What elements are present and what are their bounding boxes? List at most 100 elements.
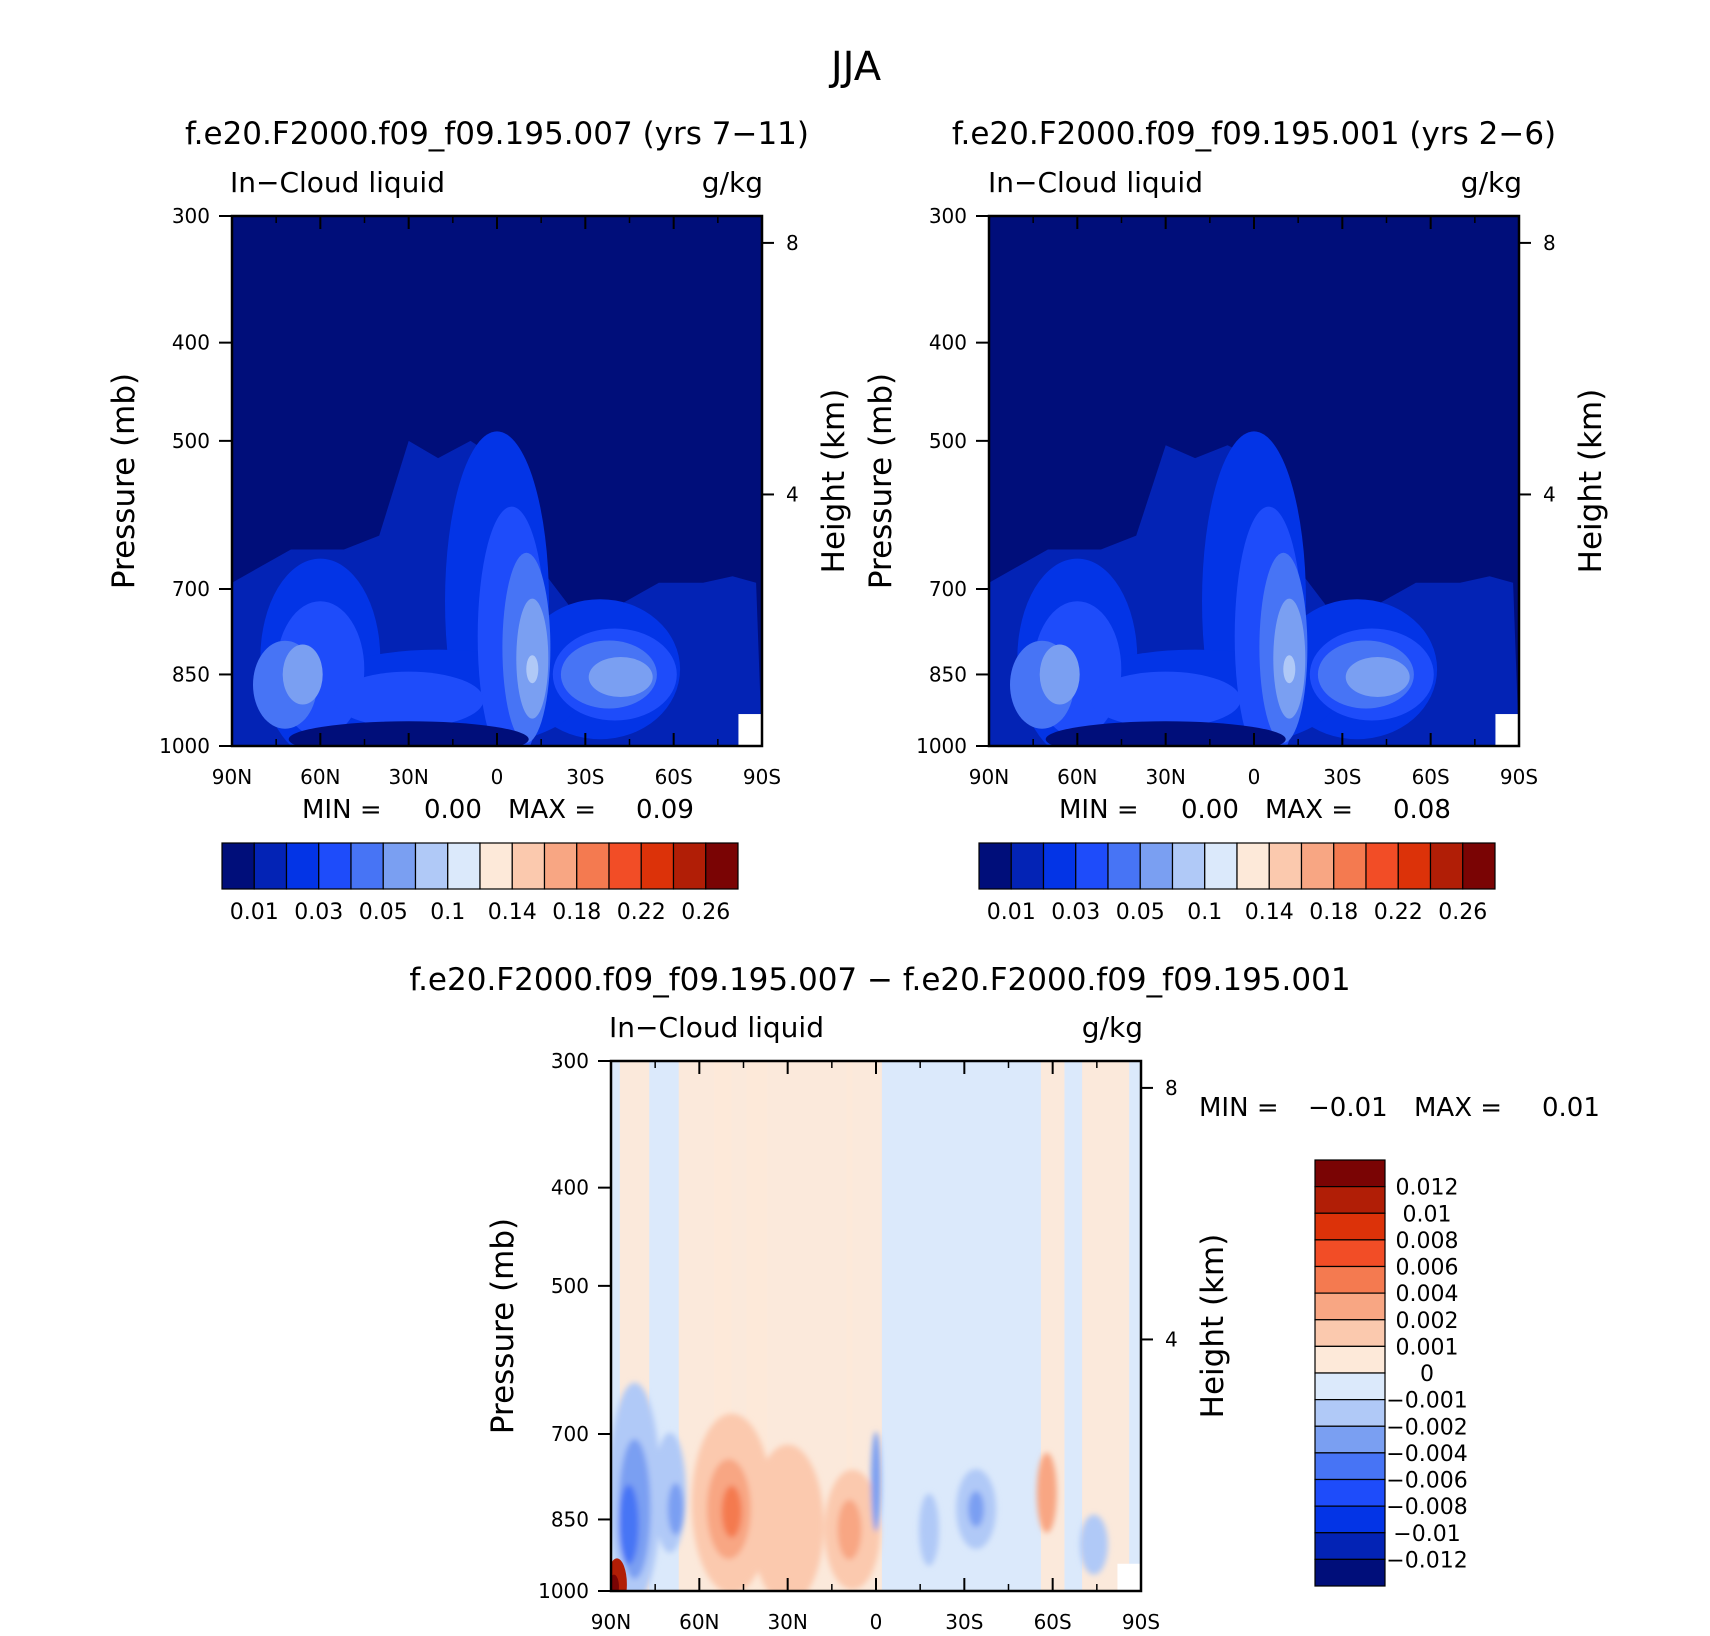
- contour-blob: [751, 1444, 824, 1591]
- y-tick-label: 1000: [538, 1579, 589, 1603]
- x-tick-label: 90S: [1122, 1610, 1160, 1634]
- colorbar-swatch: [1107, 842, 1141, 890]
- colorbar-label: 0.001: [1396, 1335, 1459, 1360]
- x-tick-label: 30N: [388, 765, 428, 789]
- figure-title: JJA: [828, 44, 882, 90]
- x-tick-label: 90S: [1500, 765, 1538, 789]
- panel-variable-label: In−Cloud liquid: [988, 166, 1203, 199]
- contour-blob: [968, 1491, 985, 1527]
- panel-units-label: g/kg: [1082, 1011, 1143, 1044]
- y-tick-label: 400: [929, 331, 967, 355]
- colorbar-swatch: [1042, 842, 1077, 890]
- contour-blob: [721, 1485, 742, 1538]
- colorbar-swatch: [1314, 1558, 1386, 1587]
- colorbar-label: −0.006: [1386, 1469, 1467, 1494]
- max-label: MAX =: [1265, 795, 1353, 825]
- contour-field: [611, 1061, 1141, 1591]
- colorbar-label: −0.002: [1386, 1415, 1467, 1440]
- colorbar-swatch: [447, 842, 481, 890]
- y-tick-label: 1000: [916, 734, 967, 758]
- colorbar-swatch: [1314, 1239, 1386, 1268]
- colorbar-swatch: [1397, 842, 1432, 890]
- contour-blob: [871, 1431, 881, 1532]
- plot-axes: 90N 60N 30N 0 30S 60S 90S 300 400 500 700 850 1000 8 4: [538, 1049, 1178, 1634]
- x-tick-label: 0: [1248, 765, 1261, 789]
- colorbar-swatch: [350, 842, 384, 890]
- contour-level-0.04: [1090, 671, 1241, 728]
- contour-blob: [837, 1499, 862, 1560]
- x-tick-label: 0: [870, 1610, 883, 1634]
- y-tick-label: 1000: [159, 734, 210, 758]
- max-label: MAX =: [1414, 1093, 1502, 1123]
- x-tick-label: 30S: [1323, 765, 1361, 789]
- colorbar-label: 0.012: [1396, 1176, 1459, 1201]
- colorbar-label: 0.14: [488, 900, 537, 925]
- x-tick-label: 60S: [655, 765, 693, 789]
- y-tick-label: 850: [551, 1507, 589, 1531]
- x-tick-label: 90N: [969, 765, 1009, 789]
- colorbar-label: 0.008: [1396, 1229, 1459, 1254]
- colorbar-swatch: [1314, 1159, 1386, 1188]
- colorbar-label: 0.18: [552, 900, 601, 925]
- panel-difference: f.e20.F2000.f09_f09.195.007 − f.e20.F200…: [409, 962, 1599, 1634]
- contour-blob: [611, 1574, 619, 1591]
- colorbar-label: 0.01: [987, 900, 1036, 925]
- colorbar-swatch: [1314, 1399, 1386, 1427]
- colorbar-swatch: [1314, 1505, 1386, 1534]
- contour-blob: [1036, 1452, 1057, 1533]
- colorbar-swatch: [1314, 1212, 1386, 1241]
- contour-level-0.1: [1283, 655, 1296, 684]
- colorbar-swatch: [382, 842, 417, 890]
- colorbar-label: 0.05: [359, 900, 408, 925]
- x-tick-label: 60S: [1412, 765, 1450, 789]
- panel-variable-label: In−Cloud liquid: [230, 166, 445, 199]
- colorbar-swatch: [1314, 1319, 1386, 1347]
- colorbar-label: −0.01: [1393, 1522, 1460, 1547]
- x-tick-label: 90S: [743, 765, 781, 789]
- colorbar-swatch: [1171, 842, 1206, 890]
- colorbar-swatch: [1300, 842, 1335, 890]
- x-tick-label: 30S: [945, 1610, 983, 1634]
- colorbar-label: 0.18: [1309, 900, 1358, 925]
- y-tick-label: 700: [929, 577, 967, 601]
- colorbar-swatch: [1075, 842, 1109, 890]
- panel-title: f.e20.F2000.f09_f09.195.001 (yrs 2−6): [952, 116, 1556, 152]
- y2-axis-label: Height (km): [1573, 389, 1609, 574]
- y-tick-label: 400: [551, 1176, 589, 1200]
- y2-tick-label: 4: [786, 482, 799, 506]
- y-tick-label: 850: [172, 662, 210, 686]
- colorbar-swatch: [1314, 1532, 1386, 1560]
- y2-tick-label: 8: [1165, 1076, 1178, 1100]
- colorbar-swatch: [1365, 842, 1399, 890]
- x-tick-label: 60S: [1034, 1610, 1072, 1634]
- colorbar-swatch: [1314, 1345, 1386, 1374]
- max-value: 0.01: [1542, 1093, 1600, 1123]
- colorbar-swatch: [1314, 1452, 1386, 1481]
- y-tick-label: 500: [551, 1274, 589, 1298]
- plot-axes: 90N 60N 30N 0 30S 60S 90S 300 400 500 700 850 1000 8 4: [159, 204, 799, 789]
- colorbar-swatch: [1236, 842, 1270, 890]
- max-value: 0.09: [636, 795, 694, 825]
- colorbar: 0.0120.010.0080.0060.0040.0020.0010−0.00…: [1314, 1159, 1468, 1587]
- y-tick-label: 300: [172, 204, 210, 228]
- x-tick-label: 60N: [679, 1610, 719, 1634]
- y-tick-label: 500: [929, 429, 967, 453]
- plot-axes: 90N 60N 30N 0 30S 60S 90S 300 400 500 700 850 1000 8 4: [916, 204, 1556, 789]
- contour-blob: [667, 1483, 684, 1535]
- min-label: MIN =: [302, 795, 382, 825]
- y-axis-label: Pressure (mb): [485, 1218, 521, 1434]
- colorbar-label: 0.1: [1187, 900, 1222, 925]
- contour-field: [232, 431, 762, 746]
- colorbar-label: −0.004: [1386, 1442, 1467, 1467]
- colorbar-swatch: [608, 842, 642, 890]
- colorbar-label: 0.05: [1116, 900, 1165, 925]
- y2-tick-label: 4: [1165, 1327, 1178, 1351]
- colorbar-swatch: [1010, 842, 1045, 890]
- y-axis-label: Pressure (mb): [106, 373, 142, 589]
- colorbar-swatch: [1314, 1425, 1386, 1454]
- colorbar-swatch: [978, 842, 1012, 890]
- contour-level-0.001: [1082, 1061, 1130, 1591]
- x-tick-label: 30N: [767, 1610, 807, 1634]
- max-value: 0.08: [1393, 795, 1451, 825]
- contour-level-0.04: [333, 671, 484, 728]
